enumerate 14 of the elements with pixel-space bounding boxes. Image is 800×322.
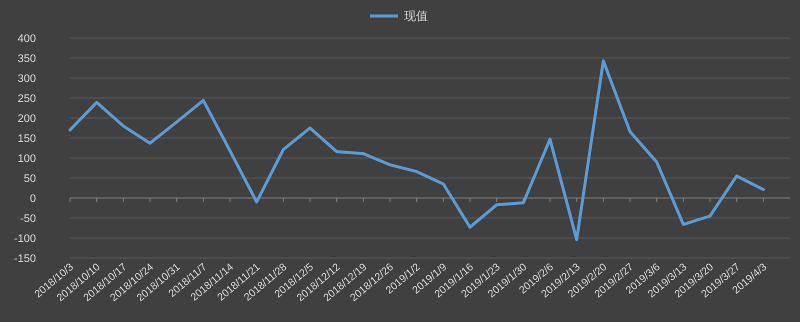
- y-tick-label: 350: [18, 53, 36, 65]
- y-tick-label: 150: [18, 133, 36, 145]
- y-tick-label: 200: [18, 113, 36, 125]
- y-tick-label: -100: [14, 233, 36, 245]
- y-tick-label: -50: [20, 213, 36, 225]
- y-tick-label: 50: [24, 173, 36, 185]
- line-series: [68, 59, 765, 242]
- y-tick-label: -150: [14, 253, 36, 265]
- legend-label: 现值: [404, 9, 428, 23]
- y-tick-label: 100: [18, 153, 36, 165]
- y-tick-label: 0: [30, 193, 36, 205]
- y-tick-label: 400: [18, 33, 36, 45]
- y-tick-label: 250: [18, 93, 36, 105]
- y-tick-label: 300: [18, 73, 36, 85]
